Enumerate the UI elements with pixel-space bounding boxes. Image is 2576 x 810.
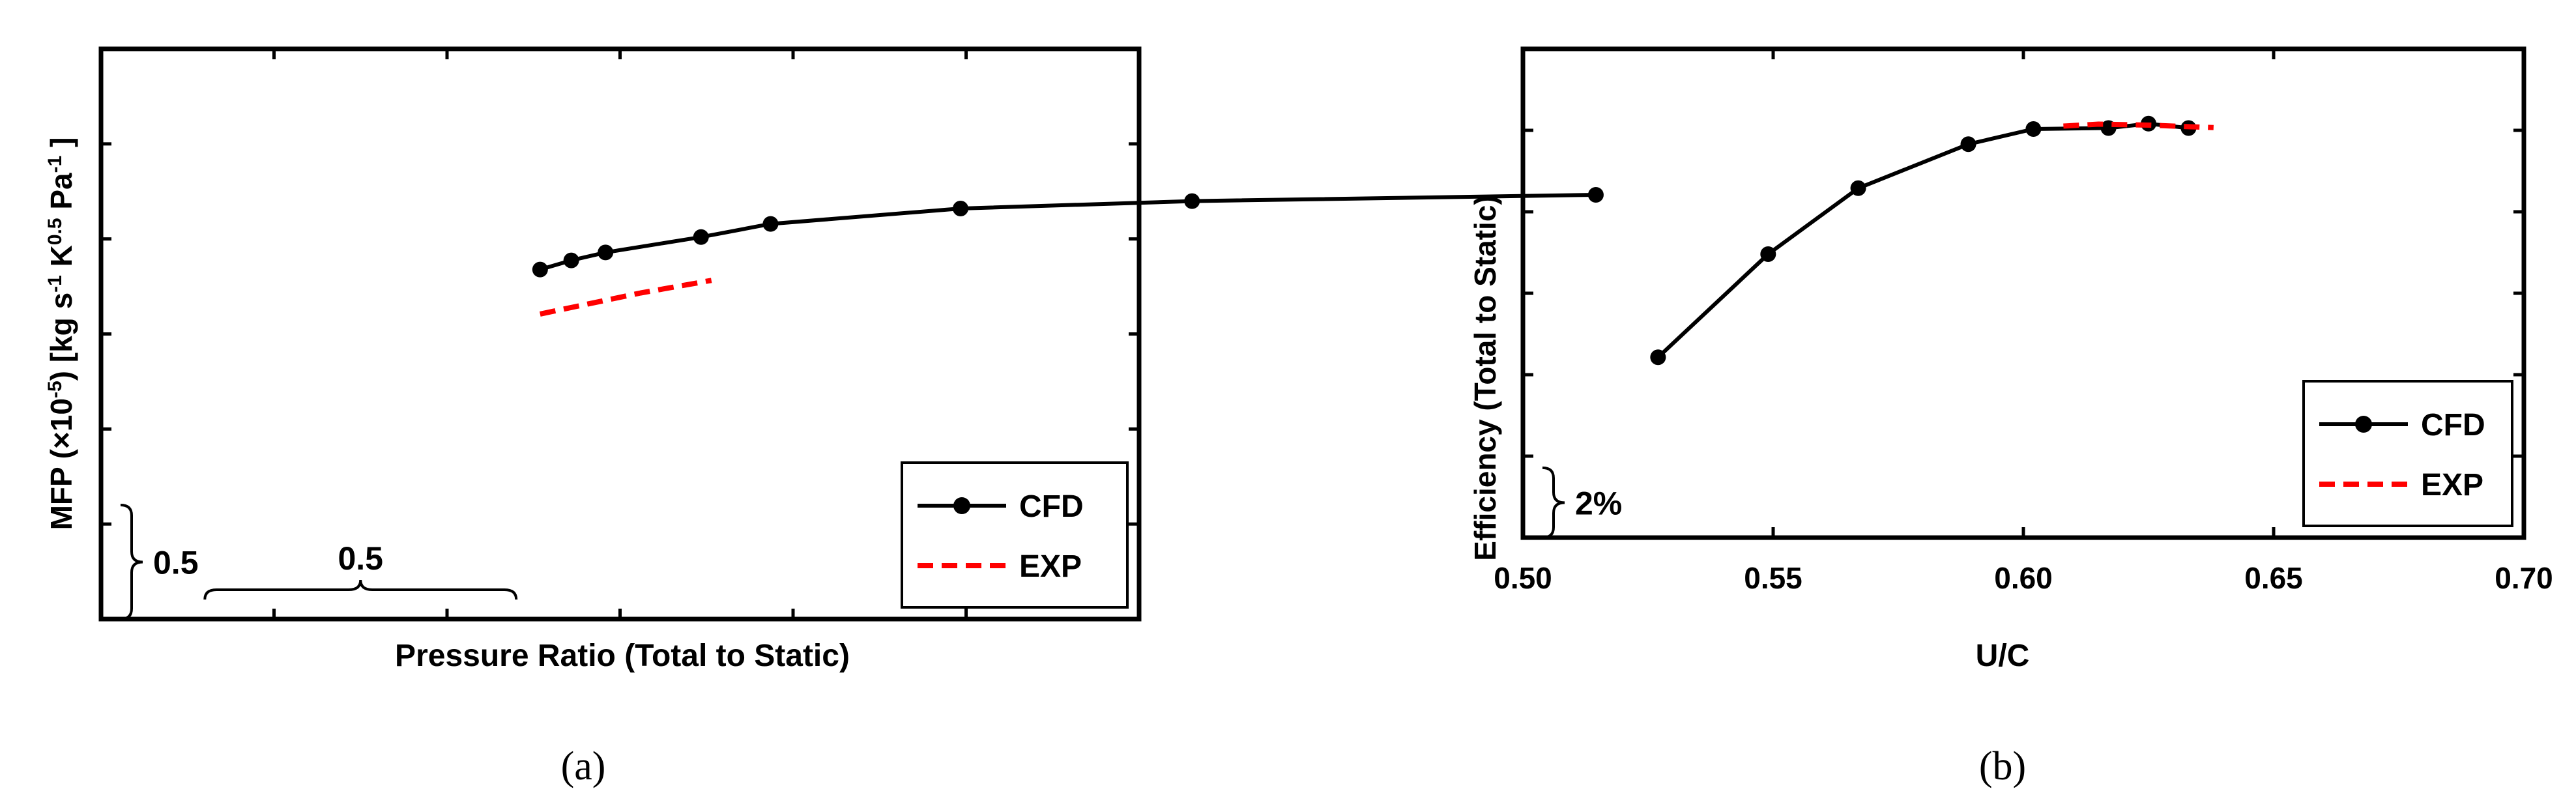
data-point-cfd <box>693 229 709 245</box>
y-scale-bracket-label: 0.5 <box>153 545 199 581</box>
data-point-cfd <box>563 252 579 268</box>
series-line-exp <box>2063 121 2214 130</box>
data-point-cfd <box>1960 136 1976 152</box>
data-point-cfd <box>1850 180 1866 196</box>
data-point-cfd <box>1184 193 1200 209</box>
y-axis-label-part: ] <box>44 137 78 156</box>
x-tick-label: 0.50 <box>1494 561 1552 595</box>
series-line-cfd <box>1657 121 2189 359</box>
y-axis-label-superscript: -1 <box>44 275 66 293</box>
data-point-cfd <box>953 201 969 216</box>
y-axis-label-part: MFP (×10 <box>44 398 78 530</box>
legend-marker-cfd <box>2355 416 2372 433</box>
y-axis-label: MFP (×10-5) [kg s-1 K0.5 Pa-1 ] <box>44 137 79 530</box>
panel-label: (a) <box>561 744 606 788</box>
y-scale-bracket <box>1542 466 1565 539</box>
x-tick-label: 0.55 <box>1744 561 1802 595</box>
data-point-cfd <box>1587 187 1604 203</box>
panel-label: (b) <box>1979 744 2026 788</box>
x-tick-label: 0.60 <box>1994 561 2053 595</box>
panel-a: MFP (×10-5) [kg s-1 K0.5 Pa-1 ] Pressure… <box>44 46 1604 788</box>
data-point-cfd <box>598 244 614 261</box>
legend-label-cfd: CFD <box>1019 489 1084 524</box>
data-point-cfd <box>1760 246 1776 262</box>
x-scale-bracket <box>203 579 518 600</box>
x-tick-label: 0.65 <box>2244 561 2303 595</box>
y-axis-label-part: Pa <box>44 173 78 218</box>
legend-marker-cfd <box>953 497 970 514</box>
series-line-exp <box>539 278 712 317</box>
panel-b: Efficiency (Total to Static) U/C (b) 2% … <box>1468 46 2553 788</box>
x-axis-label: Pressure Ratio (Total to Static) <box>395 639 850 673</box>
y-axis-label-superscript: 0.5 <box>44 218 66 245</box>
x-axis-label: U/C <box>1976 639 2030 673</box>
y-axis-label-part: K <box>44 245 78 275</box>
x-tick-label: 0.70 <box>2495 561 2553 595</box>
data-point-cfd <box>2025 121 2042 137</box>
y-axis-label-superscript: -5 <box>44 381 66 398</box>
legend-label-exp: EXP <box>1019 549 1082 584</box>
legend-label-exp: EXP <box>2421 468 2483 502</box>
data-point-cfd <box>762 216 779 232</box>
legend-box <box>2302 380 2513 527</box>
y-axis-label: Efficiency (Total to Static) <box>1468 195 1502 560</box>
x-scale-bracket-label: 0.5 <box>338 540 383 577</box>
y-axis-label-part: ) [kg s <box>44 293 78 381</box>
y-scale-bracket <box>120 504 143 620</box>
legend-box <box>901 461 1129 609</box>
legend-label-cfd: CFD <box>2421 408 2485 442</box>
data-point-cfd <box>1650 349 1666 366</box>
data-point-cfd <box>532 261 548 278</box>
y-scale-bracket-label: 2% <box>1575 485 1622 521</box>
y-axis-label-superscript: -1 <box>44 156 66 173</box>
